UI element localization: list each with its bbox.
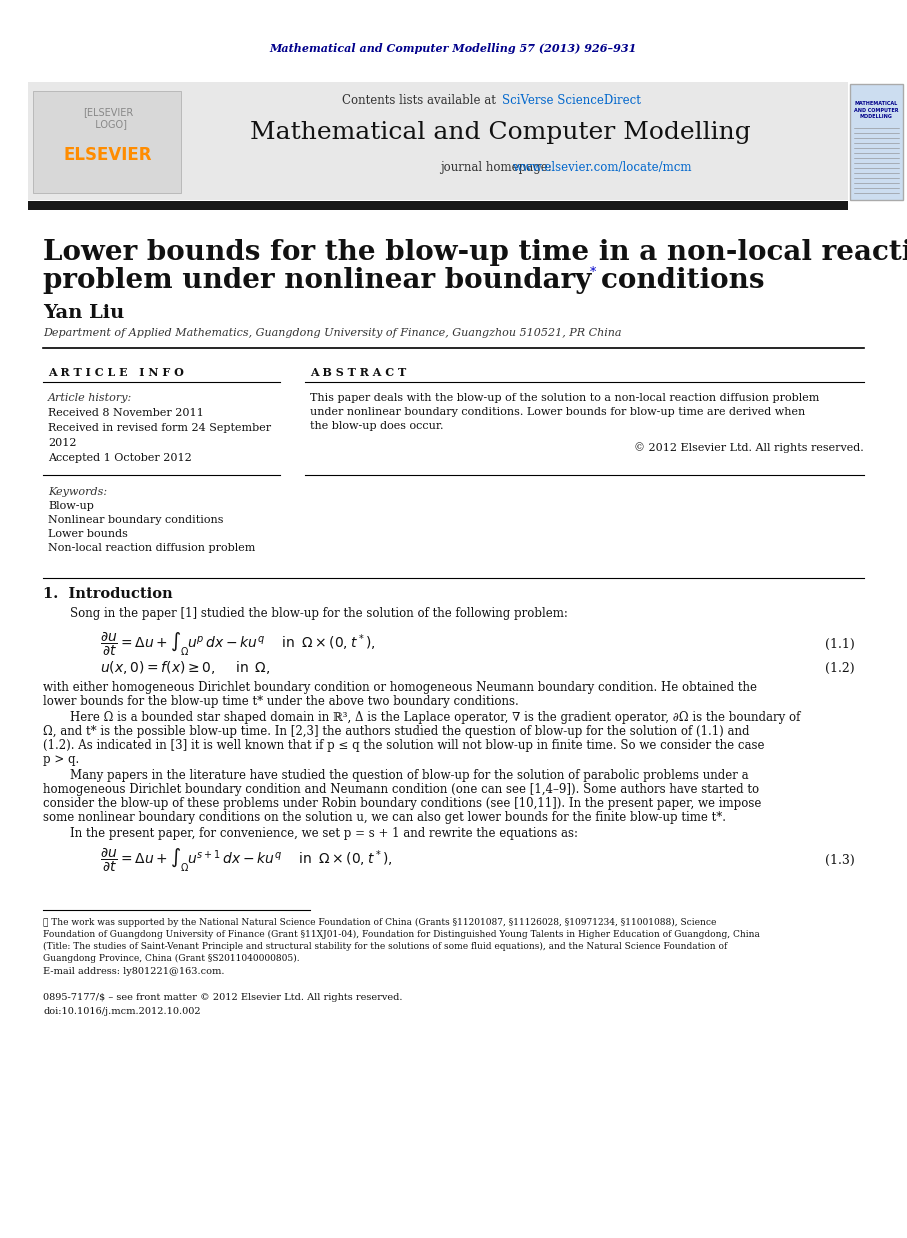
FancyBboxPatch shape — [28, 82, 848, 201]
Text: This paper deals with the blow-up of the solution to a non-local reaction diffus: This paper deals with the blow-up of the… — [310, 392, 819, 404]
Text: Department of Applied Mathematics, Guangdong University of Finance, Guangzhou 51: Department of Applied Mathematics, Guang… — [43, 328, 621, 338]
Text: SciVerse ScienceDirect: SciVerse ScienceDirect — [502, 94, 641, 106]
Text: *: * — [590, 265, 596, 279]
Text: consider the blow-up of these problems under Robin boundary conditions (see [10,: consider the blow-up of these problems u… — [43, 797, 761, 811]
Text: A B S T R A C T: A B S T R A C T — [310, 368, 406, 379]
Text: $u(x,0) = f(x) \geq 0,\quad$ in $\,\Omega,$: $u(x,0) = f(x) \geq 0,\quad$ in $\,\Omeg… — [100, 660, 270, 676]
Text: Mathematical and Computer Modelling 57 (2013) 926–931: Mathematical and Computer Modelling 57 (… — [269, 42, 637, 53]
Text: $\dfrac{\partial u}{\partial t} = \Delta u + \int_{\Omega} u^p\,dx - ku^q\quad$ : $\dfrac{\partial u}{\partial t} = \Delta… — [100, 630, 375, 659]
Text: Guangdong Province, China (Grant §S2011040000805).: Guangdong Province, China (Grant §S20110… — [43, 953, 299, 963]
Text: Non-local reaction diffusion problem: Non-local reaction diffusion problem — [48, 543, 256, 553]
Text: MATHEMATICAL
AND COMPUTER
MODELLING: MATHEMATICAL AND COMPUTER MODELLING — [853, 102, 898, 119]
Text: [ELSEVIER
  LOGO]: [ELSEVIER LOGO] — [83, 106, 133, 129]
Text: www.elsevier.com/locate/mcm: www.elsevier.com/locate/mcm — [513, 161, 693, 173]
Text: Lower bounds: Lower bounds — [48, 529, 128, 539]
Text: Received in revised form 24 September: Received in revised form 24 September — [48, 423, 271, 433]
Text: $\dfrac{\partial u}{\partial t} = \Delta u + \int_{\Omega} u^{s+1}\,dx - ku^q\qu: $\dfrac{\partial u}{\partial t} = \Delta… — [100, 846, 393, 874]
Text: ELSEVIER: ELSEVIER — [63, 146, 152, 163]
Text: homogeneous Dirichlet boundary condition and Neumann condition (one can see [1,4: homogeneous Dirichlet boundary condition… — [43, 784, 759, 796]
Text: Keywords:: Keywords: — [48, 487, 107, 496]
Text: Nonlinear boundary conditions: Nonlinear boundary conditions — [48, 515, 223, 525]
Text: 1.  Introduction: 1. Introduction — [43, 587, 172, 600]
Text: Here Ω is a bounded star shaped domain in ℝ³, Δ is the Laplace operator, ∇ is th: Here Ω is a bounded star shaped domain i… — [70, 712, 800, 724]
Text: Blow-up: Blow-up — [48, 501, 94, 511]
Text: Foundation of Guangdong University of Finance (Grant §11XJ01-04), Foundation for: Foundation of Guangdong University of Fi… — [43, 930, 760, 938]
FancyBboxPatch shape — [28, 201, 848, 210]
Text: Contents lists available at: Contents lists available at — [342, 94, 500, 106]
Text: Received 8 November 2011: Received 8 November 2011 — [48, 409, 204, 418]
Text: Ω, and t* is the possible blow-up time. In [2,3] the authors studied the questio: Ω, and t* is the possible blow-up time. … — [43, 725, 749, 739]
Text: problem under nonlinear boundary conditions: problem under nonlinear boundary conditi… — [43, 267, 765, 295]
Text: Article history:: Article history: — [48, 392, 132, 404]
Text: lower bounds for the blow-up time t* under the above two boundary conditions.: lower bounds for the blow-up time t* und… — [43, 696, 519, 708]
Text: © 2012 Elsevier Ltd. All rights reserved.: © 2012 Elsevier Ltd. All rights reserved… — [634, 443, 864, 453]
Text: some nonlinear boundary conditions on the solution u, we can also get lower boun: some nonlinear boundary conditions on th… — [43, 811, 726, 825]
FancyBboxPatch shape — [33, 92, 181, 193]
Text: Song in the paper [1] studied the blow-up for the solution of the following prob: Song in the paper [1] studied the blow-u… — [70, 608, 568, 620]
Text: Lower bounds for the blow-up time in a non-local reaction diffusion: Lower bounds for the blow-up time in a n… — [43, 239, 907, 265]
Text: under nonlinear boundary conditions. Lower bounds for blow-up time are derived w: under nonlinear boundary conditions. Low… — [310, 407, 805, 417]
Text: p > q.: p > q. — [43, 754, 79, 766]
Text: (1.1): (1.1) — [825, 638, 855, 650]
Text: doi:10.1016/j.mcm.2012.10.002: doi:10.1016/j.mcm.2012.10.002 — [43, 1008, 200, 1016]
Text: ⋆ The work was supported by the National Natural Science Foundation of China (Gr: ⋆ The work was supported by the National… — [43, 917, 717, 926]
Text: (1.2). As indicated in [3] it is well known that if p ≤ q the solution will not : (1.2). As indicated in [3] it is well kn… — [43, 739, 765, 753]
FancyBboxPatch shape — [850, 84, 903, 201]
Text: Mathematical and Computer Modelling: Mathematical and Computer Modelling — [249, 120, 750, 144]
Text: Many papers in the literature have studied the question of blow-up for the solut: Many papers in the literature have studi… — [70, 770, 748, 782]
Text: In the present paper, for convenience, we set p = s + 1 and rewrite the equation: In the present paper, for convenience, w… — [70, 827, 578, 841]
Text: Yan Liu: Yan Liu — [43, 305, 124, 322]
Text: (1.3): (1.3) — [825, 853, 855, 867]
Text: Accepted 1 October 2012: Accepted 1 October 2012 — [48, 453, 191, 463]
Text: 0895-7177/$ – see front matter © 2012 Elsevier Ltd. All rights reserved.: 0895-7177/$ – see front matter © 2012 El… — [43, 994, 403, 1003]
Text: with either homogeneous Dirichlet boundary condition or homogeneous Neumann boun: with either homogeneous Dirichlet bounda… — [43, 681, 757, 695]
Text: 2012: 2012 — [48, 438, 76, 448]
Text: A R T I C L E   I N F O: A R T I C L E I N F O — [48, 368, 184, 379]
Text: journal homepage:: journal homepage: — [440, 161, 555, 173]
Text: the blow-up does occur.: the blow-up does occur. — [310, 421, 444, 431]
Text: (1.2): (1.2) — [825, 661, 855, 675]
Text: E-mail address: ly801221@163.com.: E-mail address: ly801221@163.com. — [43, 968, 225, 977]
Text: (Title: The studies of Saint-Venant Principle and structural stability for the s: (Title: The studies of Saint-Venant Prin… — [43, 941, 727, 951]
